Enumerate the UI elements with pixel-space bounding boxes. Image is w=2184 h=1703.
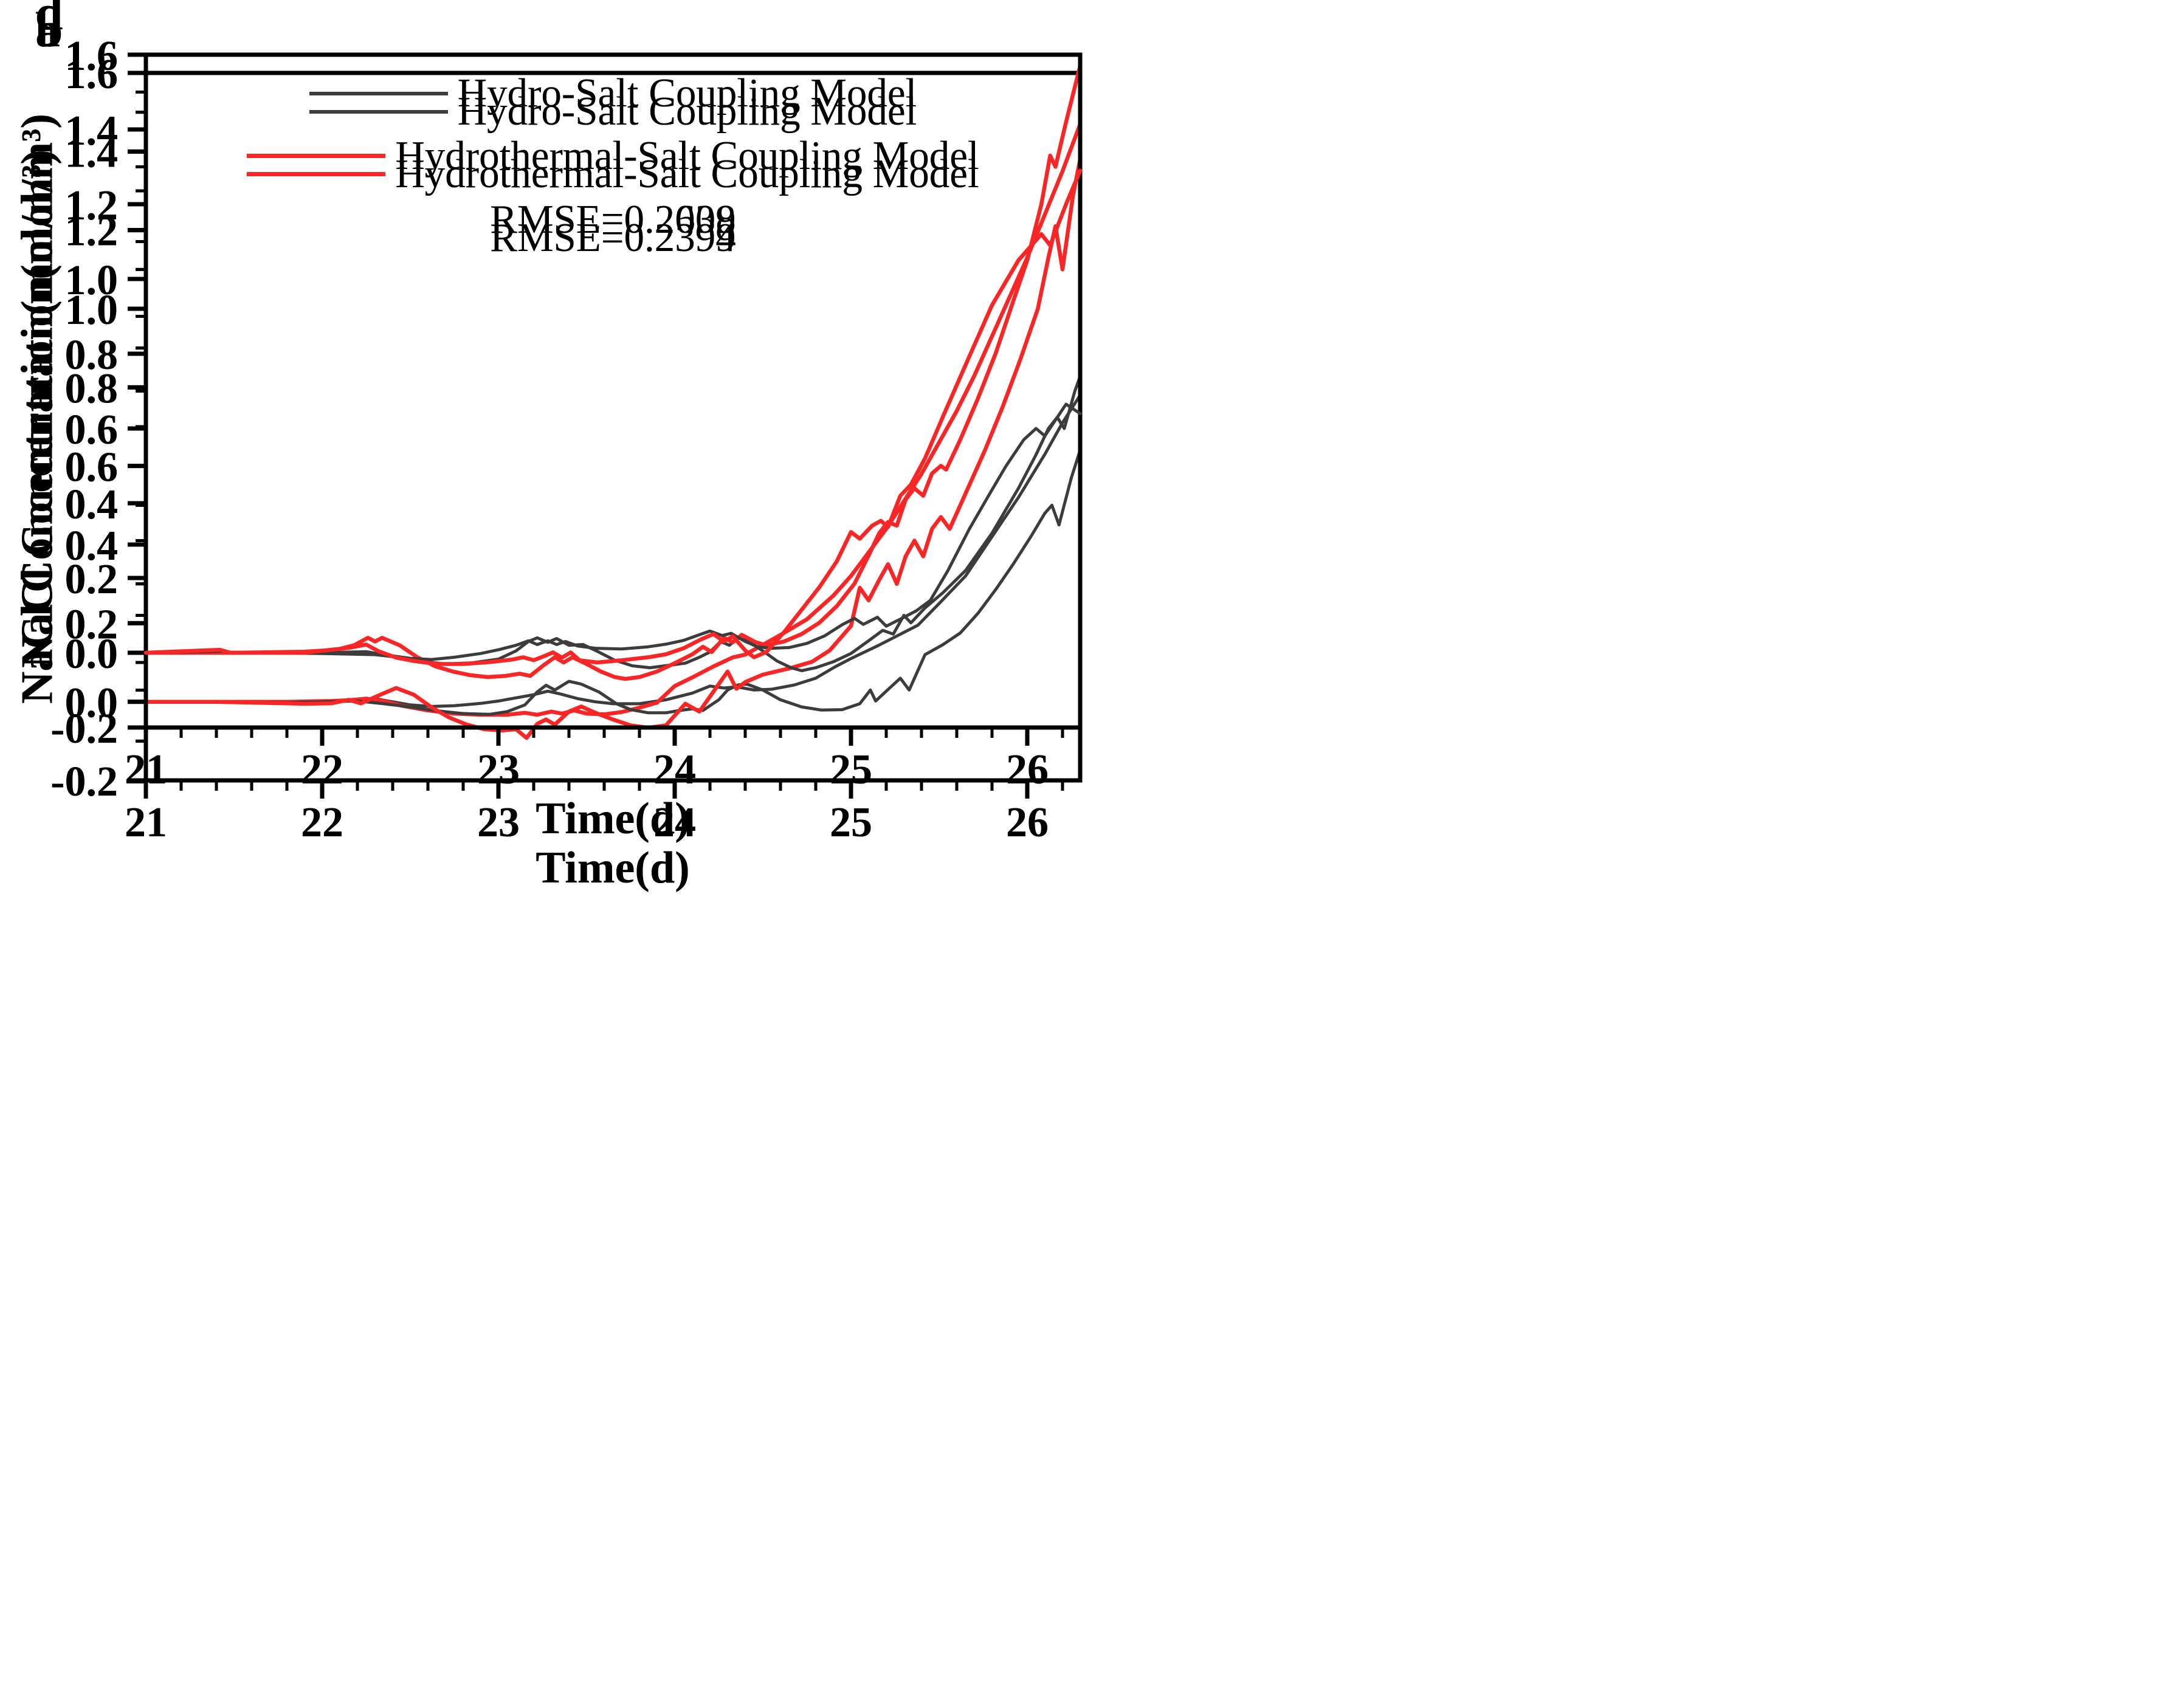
- y-tick-label: 0.0: [65, 680, 119, 727]
- y-tick-label: 0.4: [65, 481, 119, 528]
- plot-border: [143, 52, 1083, 730]
- x-tick-label: 23: [477, 746, 520, 793]
- y-tick-label: 0.8: [65, 332, 119, 379]
- y-tick-label: 0.2: [65, 556, 119, 603]
- x-tick-label: 22: [301, 799, 343, 846]
- y-tick-label: 1.2: [65, 182, 119, 229]
- panel-letter: c: [35, 0, 58, 40]
- y-tick-label: 0.4: [65, 481, 119, 528]
- x-tick-label: 23: [477, 799, 520, 846]
- x-tick-label: 21: [125, 746, 167, 793]
- series-line-hydrothermal-salt: [143, 64, 1083, 681]
- y-tick-label: 0.6: [65, 407, 119, 453]
- series-line-hydro-salt: [144, 374, 1082, 672]
- y-tick-label: 1.2: [65, 208, 119, 255]
- y-tick-label: 1.4: [65, 108, 119, 154]
- x-tick-label: 25: [830, 799, 872, 846]
- x-tick-label: 23: [477, 799, 520, 846]
- y-tick-label: 0.2: [65, 601, 119, 648]
- x-tick-label: 26: [1006, 746, 1049, 793]
- y-tick-label: 1.4: [65, 129, 119, 176]
- x-tick-label: 26: [1006, 799, 1049, 846]
- y-tick-label: -0.2: [50, 759, 118, 805]
- y-tick-label: 0.0: [65, 680, 119, 727]
- x-tick-label: 22: [301, 746, 343, 793]
- y-tick-label: 1.6: [65, 51, 119, 98]
- y-tick-label: 1.0: [65, 287, 119, 334]
- y-tick-label: 1.6: [65, 33, 119, 80]
- x-tick-label: 26: [1006, 746, 1049, 793]
- y-tick-label: 0.0: [65, 631, 119, 678]
- panel-letter: d: [35, 0, 63, 40]
- y-tick-label: 0.8: [65, 332, 119, 379]
- chart-panel-d: -0.20.00.20.40.60.81.01.21.41.621 22 23 24 2…: [50, 33, 1083, 793]
- x-tick-label: 22: [301, 799, 343, 846]
- panel-d: d NaCl Concentration(mol/m³) -0.2 0.0 0.2 0…: [0, 0, 1092, 852]
- series-line-hydro-salt: [144, 449, 1082, 716]
- y-tick-label: 1.0: [65, 257, 119, 304]
- y-tick-label: 1.4: [65, 108, 119, 154]
- x-tick-label: 24: [653, 746, 696, 793]
- chart-panel-a: -0.20.00.20.40.60.81.01.21.41.621 22 23 24 2…: [50, 51, 1083, 846]
- x-tick-label: 24: [653, 799, 696, 846]
- y-tick-label: 0.8: [65, 365, 119, 412]
- y-tick-label: -0.2: [50, 706, 118, 752]
- x-tick-label: 25: [830, 799, 872, 846]
- y-tick-label: 1.0: [65, 257, 119, 304]
- x-tick-label: 21: [125, 799, 167, 846]
- y-tick-label: 0.2: [65, 601, 119, 648]
- x-axis-title: Time(d): [536, 794, 690, 844]
- y-tick-label: 0.8: [65, 365, 119, 412]
- y-tick-label: 0.0: [65, 631, 119, 678]
- y-tick-label: 0.2: [65, 556, 119, 603]
- y-tick-label: 0.6: [65, 444, 119, 491]
- y-tick-label: 0.4: [65, 523, 119, 569]
- y-tick-label: 1.4: [65, 129, 119, 176]
- x-tick-label: 24: [653, 799, 696, 846]
- y-tick-label: 0.6: [65, 407, 119, 453]
- x-axis-title: Time(d): [536, 843, 690, 893]
- series-line-hydrothermal-salt: [143, 157, 1083, 740]
- x-tick-label: 26: [1006, 799, 1049, 846]
- y-tick-label: -0.2: [50, 706, 118, 752]
- panel-letter: a: [35, 2, 60, 57]
- x-tick-label: 25: [830, 746, 872, 793]
- y-tick-label: 0.4: [65, 523, 119, 569]
- x-axis-title: Time(d): [536, 843, 690, 893]
- panel-letter: b: [35, 2, 63, 57]
- y-tick-label: 1.2: [65, 182, 119, 229]
- y-tick-label: 0.6: [65, 444, 119, 491]
- y-tick-label: 1.0: [65, 287, 119, 334]
- x-tick-label: 22: [301, 746, 343, 793]
- chart-panel-b: -0.20.00.20.40.60.81.01.21.41.621 22 23 24 2…: [50, 51, 1083, 846]
- x-tick-label: 21: [125, 746, 167, 793]
- y-tick-label: 1.6: [65, 33, 119, 80]
- y-tick-label: -0.2: [50, 759, 118, 805]
- x-tick-label: 23: [477, 746, 520, 793]
- series-line-hydrothermal-salt: [143, 168, 1083, 666]
- y-tick-label: 1.6: [65, 51, 119, 98]
- x-tick-label: 21: [125, 799, 167, 846]
- x-tick-label: 25: [830, 746, 872, 793]
- x-axis-title: Time(d): [536, 794, 690, 844]
- y-tick-label: 1.2: [65, 208, 119, 255]
- series-line-hydro-salt: [144, 402, 1082, 661]
- x-tick-label: 24: [653, 746, 696, 793]
